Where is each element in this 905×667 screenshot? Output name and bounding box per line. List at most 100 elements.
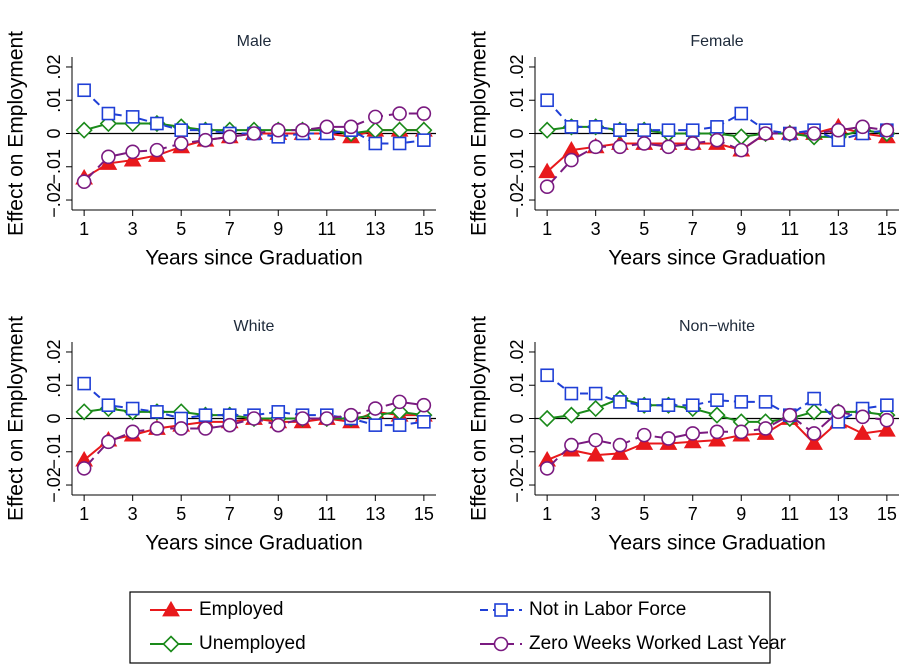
marker-triangle bbox=[683, 432, 702, 449]
marker-diamond bbox=[162, 635, 180, 653]
marker-square bbox=[174, 123, 188, 137]
marker-circle bbox=[612, 437, 628, 453]
marker-circle bbox=[612, 139, 628, 155]
marker-circle bbox=[539, 461, 555, 476]
y-tick-label: .01 bbox=[507, 373, 527, 398]
marker-triangle bbox=[805, 434, 823, 450]
marker-square bbox=[417, 133, 431, 147]
x-tick-label: 15 bbox=[877, 219, 897, 239]
marker-circle bbox=[125, 144, 140, 160]
x-tick-label: 3 bbox=[591, 504, 601, 524]
marker-circle bbox=[709, 424, 725, 440]
marker-circle bbox=[782, 126, 798, 141]
x-tick-label: 13 bbox=[828, 504, 848, 524]
y-tick-label: −.02 bbox=[44, 182, 64, 218]
marker-diamond bbox=[587, 399, 605, 418]
marker-triangle bbox=[123, 150, 142, 167]
x-axis-label: Years since Graduation bbox=[145, 532, 363, 555]
y-tick-label: .02 bbox=[44, 54, 64, 79]
y-tick-label: 0 bbox=[507, 128, 527, 138]
marker-circle bbox=[246, 411, 262, 426]
marker-square bbox=[880, 398, 894, 412]
marker-square bbox=[637, 398, 652, 412]
marker-square bbox=[125, 110, 140, 124]
y-tick-label: −.02 bbox=[44, 467, 64, 503]
marker-circle bbox=[149, 421, 165, 436]
legend-label: Not in Labor Force bbox=[529, 599, 686, 620]
series-line bbox=[83, 382, 425, 427]
y-tick-label: .01 bbox=[44, 373, 64, 398]
marker-diamond bbox=[562, 406, 581, 424]
marker-circle bbox=[246, 126, 262, 141]
marker-circle bbox=[343, 407, 359, 423]
marker-square bbox=[661, 398, 676, 412]
marker-square bbox=[77, 376, 91, 391]
y-tick-label: 0 bbox=[44, 413, 64, 423]
marker-diamond bbox=[538, 121, 556, 139]
x-tick-label: 15 bbox=[414, 219, 434, 239]
marker-square bbox=[494, 603, 508, 617]
marker-circle bbox=[222, 417, 238, 433]
panel-title: Male bbox=[237, 33, 272, 50]
x-tick-label: 11 bbox=[780, 504, 799, 524]
marker-circle bbox=[198, 132, 213, 148]
marker-square bbox=[392, 418, 407, 432]
marker-square bbox=[77, 83, 91, 98]
marker-square bbox=[734, 106, 749, 121]
panel-title: Non−white bbox=[679, 318, 755, 335]
marker-diamond bbox=[805, 403, 823, 421]
marker-circle bbox=[392, 106, 407, 121]
y-tick-label: .02 bbox=[507, 339, 527, 364]
y-axis-label: Effect on Employment bbox=[468, 316, 491, 521]
x-tick-label: 15 bbox=[414, 504, 434, 524]
x-tick-label: 5 bbox=[639, 504, 649, 524]
marker-circle bbox=[709, 132, 725, 148]
y-tick-label: −.02 bbox=[507, 467, 527, 503]
x-tick-label: 9 bbox=[736, 219, 746, 239]
marker-square bbox=[271, 405, 286, 419]
x-axis-label: Years since Graduation bbox=[608, 247, 826, 270]
marker-circle bbox=[270, 417, 286, 433]
marker-circle bbox=[295, 411, 310, 426]
marker-circle bbox=[76, 461, 92, 476]
x-axis-label: Years since Graduation bbox=[145, 247, 363, 270]
x-tick-label: 5 bbox=[176, 219, 186, 239]
x-tick-label: 7 bbox=[225, 504, 235, 524]
marker-square bbox=[392, 136, 407, 151]
marker-circle bbox=[101, 434, 116, 450]
marker-square bbox=[540, 368, 554, 383]
x-tick-label: 1 bbox=[79, 219, 89, 239]
y-tick-label: .02 bbox=[507, 54, 527, 79]
marker-square bbox=[540, 93, 554, 108]
legend-label: Unemployed bbox=[199, 633, 306, 654]
x-tick-label: 11 bbox=[317, 219, 336, 239]
marker-circle bbox=[758, 421, 773, 436]
marker-circle bbox=[758, 126, 773, 141]
marker-square bbox=[685, 123, 700, 137]
x-tick-label: 7 bbox=[688, 504, 698, 524]
x-tick-label: 1 bbox=[79, 504, 89, 524]
legend-label: Zero Weeks Worked Last Year bbox=[529, 633, 787, 654]
marker-square bbox=[198, 408, 213, 422]
marker-square bbox=[588, 120, 603, 134]
x-tick-label: 3 bbox=[128, 219, 138, 239]
marker-square bbox=[758, 395, 773, 409]
marker-square bbox=[685, 398, 700, 412]
marker-circle bbox=[806, 426, 822, 441]
x-tick-label: 9 bbox=[736, 504, 746, 524]
marker-square bbox=[807, 391, 821, 406]
y-axis-label: Effect on Employment bbox=[5, 316, 28, 521]
marker-circle bbox=[733, 142, 749, 158]
panel-title: White bbox=[234, 318, 275, 335]
y-tick-label: 0 bbox=[44, 128, 64, 138]
marker-circle bbox=[806, 126, 822, 141]
marker-square bbox=[710, 393, 724, 408]
marker-circle bbox=[855, 409, 870, 425]
marker-circle bbox=[685, 136, 701, 151]
marker-circle bbox=[661, 431, 676, 446]
marker-circle bbox=[733, 424, 749, 440]
y-tick-label: −.01 bbox=[44, 149, 64, 185]
y-tick-label: −.01 bbox=[44, 434, 64, 470]
y-tick-label: .02 bbox=[44, 339, 64, 364]
